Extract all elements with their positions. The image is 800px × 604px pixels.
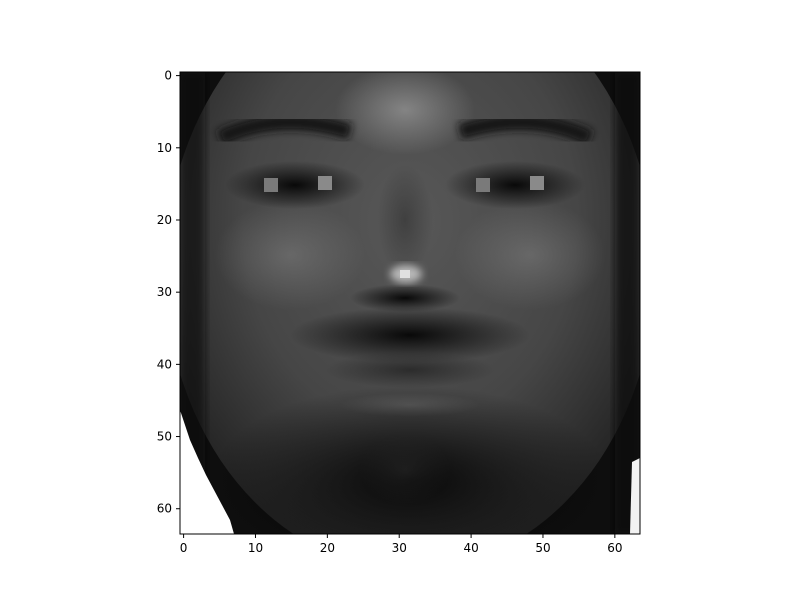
face-image [180, 72, 640, 534]
x-tick-label: 20 [320, 541, 335, 555]
x-tick-label: 60 [607, 541, 622, 555]
x-tick-label: 50 [535, 541, 550, 555]
y-tick-label: 20 [157, 213, 172, 227]
chin [360, 435, 450, 505]
right-eye-socket [445, 161, 585, 209]
left-eye-glint-1 [264, 178, 278, 192]
x-tick-label: 0 [180, 541, 188, 555]
x-tick-label: 40 [463, 541, 478, 555]
nose-bridge [377, 165, 433, 275]
bottom-left-corner-background [180, 410, 234, 534]
right-edge-shadow [615, 72, 640, 534]
x-tick-label: 10 [248, 541, 263, 555]
upper-lip [325, 352, 495, 388]
y-tick-label: 60 [157, 502, 172, 516]
left-eye-socket [225, 161, 365, 209]
y-tick-label: 0 [164, 69, 172, 83]
left-cheek [215, 200, 365, 310]
right-eye-glint-1 [476, 178, 490, 192]
y-tick-label: 10 [157, 141, 172, 155]
nostrils [350, 284, 460, 312]
axes-frame [179, 71, 641, 535]
right-eyebrow [457, 114, 594, 146]
x-tick-label: 30 [392, 541, 407, 555]
x-axis: 0 10 20 30 40 50 60 [180, 534, 622, 555]
y-tick-label: 50 [157, 430, 172, 444]
bottom-right-corner-background [630, 458, 640, 534]
right-cheek [455, 200, 605, 310]
left-eye-glint-2 [318, 176, 332, 190]
mustache [290, 307, 530, 363]
left-eyebrow [216, 114, 353, 146]
y-tick-label: 40 [157, 357, 172, 371]
y-tick-label: 30 [157, 285, 172, 299]
forehead-highlight [335, 72, 475, 155]
right-eye-glint-2 [530, 176, 544, 190]
y-axis: 0 10 20 30 40 50 60 [157, 69, 180, 516]
nose-tip-highlight [400, 270, 410, 278]
